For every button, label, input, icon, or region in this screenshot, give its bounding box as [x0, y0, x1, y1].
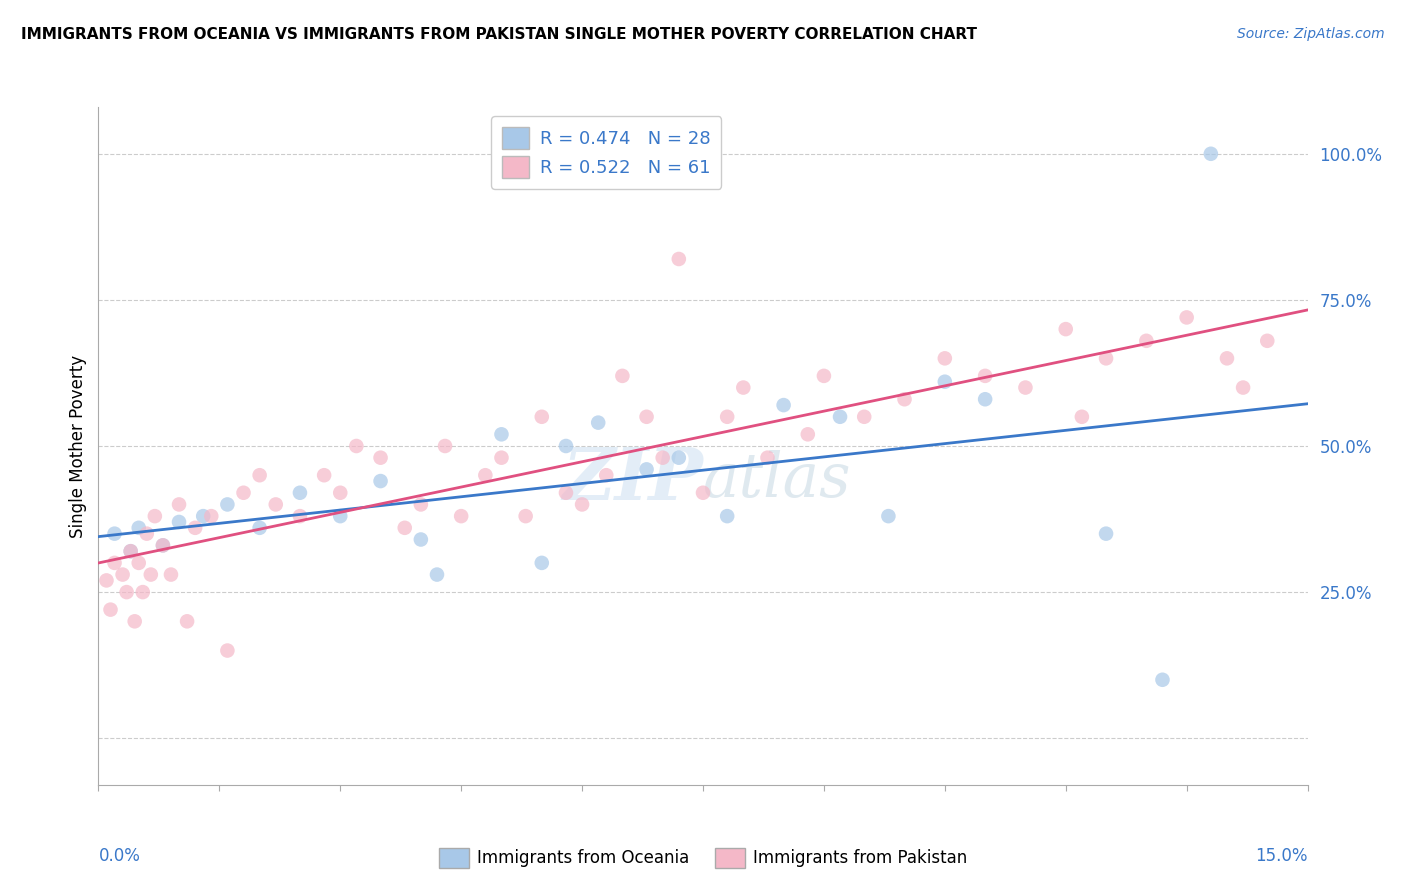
- Point: [139, 567, 162, 582]
- Point: [772, 398, 794, 412]
- Point: [530, 556, 553, 570]
- Point: [314, 468, 336, 483]
- Point: [288, 485, 311, 500]
- Point: [100, 602, 122, 616]
- Point: [491, 450, 513, 465]
- Point: [555, 439, 578, 453]
- Point: [716, 409, 738, 424]
- Point: [329, 509, 352, 524]
- Point: [176, 615, 198, 629]
- Point: [797, 427, 820, 442]
- Point: [450, 509, 472, 524]
- Point: [877, 509, 900, 524]
- Point: [135, 526, 157, 541]
- Point: [143, 509, 166, 524]
- Point: [167, 515, 190, 529]
- Text: atlas: atlas: [703, 450, 852, 510]
- Point: [1135, 334, 1157, 348]
- Point: [103, 556, 125, 570]
- Point: [828, 409, 851, 424]
- Point: [193, 509, 215, 524]
- Point: [426, 567, 449, 582]
- Point: [232, 485, 254, 500]
- Point: [692, 485, 714, 500]
- Point: [1216, 351, 1239, 366]
- Point: [394, 521, 416, 535]
- Point: [128, 521, 150, 535]
- Text: Source: ZipAtlas.com: Source: ZipAtlas.com: [1237, 27, 1385, 41]
- Point: [1232, 380, 1254, 394]
- Point: [115, 585, 138, 599]
- Point: [264, 498, 287, 512]
- Legend: Immigrants from Oceania, Immigrants from Pakistan: Immigrants from Oceania, Immigrants from…: [432, 841, 974, 875]
- Point: [124, 615, 146, 629]
- Point: [893, 392, 915, 407]
- Text: ZIP: ZIP: [562, 444, 703, 516]
- Point: [974, 368, 997, 383]
- Point: [636, 462, 658, 476]
- Point: [217, 643, 239, 657]
- Point: [651, 450, 673, 465]
- Point: [344, 439, 367, 453]
- Point: [586, 416, 609, 430]
- Point: [491, 427, 513, 442]
- Point: [160, 567, 183, 582]
- Point: [1199, 146, 1222, 161]
- Text: 0.0%: 0.0%: [98, 847, 141, 865]
- Text: 15.0%: 15.0%: [1256, 847, 1308, 865]
- Point: [636, 409, 658, 424]
- Point: [167, 498, 190, 512]
- Point: [370, 474, 392, 488]
- Legend: R = 0.474   N = 28, R = 0.522   N = 61: R = 0.474 N = 28, R = 0.522 N = 61: [491, 116, 721, 189]
- Point: [515, 509, 537, 524]
- Point: [668, 252, 690, 266]
- Point: [1256, 334, 1278, 348]
- Point: [733, 380, 755, 394]
- Point: [1095, 351, 1118, 366]
- Point: [853, 409, 876, 424]
- Point: [934, 375, 956, 389]
- Text: IMMIGRANTS FROM OCEANIA VS IMMIGRANTS FROM PAKISTAN SINGLE MOTHER POVERTY CORREL: IMMIGRANTS FROM OCEANIA VS IMMIGRANTS FR…: [21, 27, 977, 42]
- Point: [474, 468, 496, 483]
- Point: [184, 521, 207, 535]
- Point: [813, 368, 835, 383]
- Point: [128, 556, 150, 570]
- Point: [370, 450, 392, 465]
- Point: [571, 498, 593, 512]
- Point: [434, 439, 457, 453]
- Point: [111, 567, 134, 582]
- Point: [1014, 380, 1036, 394]
- Point: [1095, 526, 1118, 541]
- Point: [152, 538, 174, 552]
- Y-axis label: Single Mother Poverty: Single Mother Poverty: [69, 354, 87, 538]
- Point: [1070, 409, 1092, 424]
- Point: [1175, 310, 1198, 325]
- Point: [974, 392, 997, 407]
- Point: [756, 450, 779, 465]
- Point: [409, 533, 432, 547]
- Point: [132, 585, 155, 599]
- Point: [612, 368, 634, 383]
- Point: [934, 351, 956, 366]
- Point: [1054, 322, 1077, 336]
- Point: [120, 544, 142, 558]
- Point: [716, 509, 738, 524]
- Point: [200, 509, 222, 524]
- Point: [103, 526, 125, 541]
- Point: [96, 574, 118, 588]
- Point: [152, 538, 174, 552]
- Point: [1152, 673, 1174, 687]
- Point: [288, 509, 311, 524]
- Point: [595, 468, 617, 483]
- Point: [249, 521, 271, 535]
- Point: [217, 498, 239, 512]
- Point: [668, 450, 690, 465]
- Point: [249, 468, 271, 483]
- Point: [409, 498, 432, 512]
- Point: [329, 485, 352, 500]
- Point: [530, 409, 553, 424]
- Point: [555, 485, 578, 500]
- Point: [120, 544, 142, 558]
